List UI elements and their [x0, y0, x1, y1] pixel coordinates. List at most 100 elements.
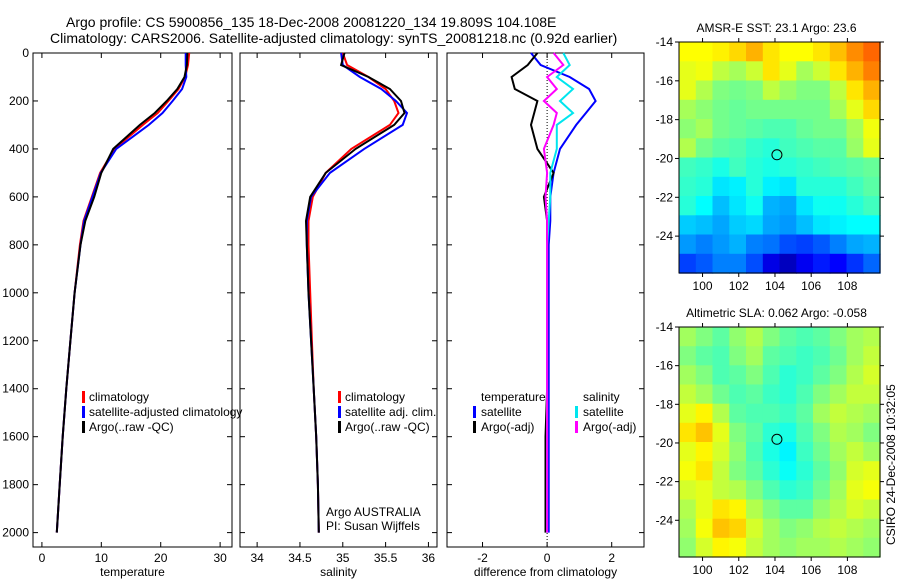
- heatmap-cell: [695, 365, 714, 386]
- heatmap-cell: [779, 422, 797, 443]
- heatmap-cell: [846, 518, 864, 539]
- heatmap-cell: [863, 61, 881, 82]
- heatmap-cell: [729, 176, 747, 197]
- heatmap-cell: [829, 215, 848, 236]
- heatmap-cell: [712, 119, 730, 139]
- x-tick-label: 106: [801, 563, 821, 577]
- heatmap-cell: [779, 119, 797, 139]
- y-tick-label: 200: [9, 94, 29, 108]
- heatmap-cell: [679, 365, 697, 386]
- title-line-2: Climatology: CARS2006. Satellite-adjuste…: [50, 30, 617, 46]
- heatmap-cell: [813, 119, 831, 139]
- heatmap-cell: [813, 196, 831, 216]
- heatmap-cell: [712, 480, 730, 501]
- heatmap-cell: [729, 499, 747, 520]
- heatmap-cell: [712, 99, 730, 120]
- heatmap-cell: [846, 461, 864, 481]
- heatmap-cell: [813, 365, 831, 386]
- heatmap-cell: [729, 518, 747, 539]
- heatmap-cell: [746, 537, 764, 558]
- heatmap-cell: [863, 403, 881, 424]
- heatmap-cell: [829, 499, 848, 520]
- heatmap-cell: [829, 138, 848, 159]
- heatmap-cell: [846, 196, 864, 216]
- side-label: CSIRO 24-Dec-2008 10:32:05: [884, 384, 898, 545]
- legend-swatch: [338, 391, 341, 403]
- heatmap-cell: [863, 518, 881, 539]
- heatmap-cell: [846, 253, 864, 274]
- heatmap-cell: [762, 480, 781, 501]
- y-tick-label: -24: [656, 229, 674, 243]
- heatmap-cell: [779, 176, 797, 197]
- heatmap-cell: [813, 384, 831, 405]
- heatmap-cell: [729, 442, 747, 462]
- heatmap-cell: [846, 138, 864, 159]
- heatmap-cell: [746, 480, 764, 501]
- heatmap-cell: [712, 215, 730, 236]
- heatmap-cell: [846, 99, 864, 120]
- heatmap-cell: [779, 80, 797, 101]
- heatmap-cell: [863, 42, 881, 62]
- heatmap-cell: [846, 442, 864, 462]
- heatmap-cell: [779, 196, 797, 216]
- heatmap-cell: [679, 327, 697, 347]
- salinity-panel: 34 34.5 35 35.5 36 salinity climatologysatelli…: [239, 52, 438, 579]
- heatmap-cell: [746, 384, 764, 405]
- heatmap-cell: [813, 42, 831, 62]
- x-tick-label: 35: [336, 551, 350, 565]
- heatmap-cell: [846, 422, 864, 443]
- heatmap-cell: [746, 365, 764, 386]
- x-tick-label: 108: [837, 563, 857, 577]
- heatmap-cell: [762, 422, 781, 443]
- plot-frame: [446, 52, 645, 548]
- heatmap-cell: [746, 157, 764, 178]
- heatmap-cell: [695, 196, 714, 216]
- heatmap-cell: [679, 99, 697, 120]
- heatmap-cell: [762, 157, 781, 178]
- heatmap-cell: [762, 119, 781, 139]
- heatmap-cell: [796, 327, 814, 347]
- heatmap-cell: [846, 215, 864, 236]
- heatmap-cell: [712, 442, 730, 462]
- heatmap-cell: [813, 176, 831, 197]
- heatmap-cell: [695, 422, 714, 443]
- heatmap-cell: [695, 99, 714, 120]
- heatmap-cell: [779, 537, 797, 558]
- heatmap-cell: [846, 176, 864, 197]
- heatmap-cell: [746, 461, 764, 481]
- y-tick-label: -20: [656, 436, 674, 450]
- heatmap-cell: [729, 138, 747, 159]
- y-tick-label: 1800: [2, 478, 29, 492]
- heatmap-cell: [729, 480, 747, 501]
- heatmap-cell: [695, 327, 714, 347]
- heatmap-cell: [712, 365, 730, 386]
- legend-header: salinity: [583, 390, 620, 404]
- heatmap-cell: [762, 61, 781, 82]
- argo-location-marker: [771, 149, 783, 161]
- heatmap-cell: [796, 346, 814, 366]
- heatmap-cell: [762, 42, 781, 62]
- heatmap-cell: [846, 403, 864, 424]
- heatmap-cell: [762, 518, 781, 539]
- heatmap-cell: [846, 327, 864, 347]
- heatmap-cell: [829, 346, 848, 366]
- heatmap-cell: [796, 253, 814, 274]
- heatmap-cell: [796, 442, 814, 462]
- heatmap-cell: [779, 461, 797, 481]
- y-tick-label: 800: [9, 238, 29, 252]
- heatmap-cell: [679, 157, 697, 178]
- heatmap-cell: [779, 384, 797, 405]
- heatmap-cell: [729, 327, 747, 347]
- x-tick-label: -2: [477, 551, 488, 565]
- legend-swatch: [575, 421, 578, 433]
- heatmap-cell: [746, 196, 764, 216]
- heatmap-cell: [762, 99, 781, 120]
- heatmap-cell: [712, 157, 730, 178]
- heatmap-cell: [863, 327, 881, 347]
- heatmap-cell: [679, 537, 697, 558]
- x-tick-label: 35.5: [374, 551, 398, 565]
- heatmap-cell: [813, 80, 831, 101]
- heatmap-cell: [863, 442, 881, 462]
- heatmap-cell: [846, 480, 864, 501]
- heatmap-cell: [729, 99, 747, 120]
